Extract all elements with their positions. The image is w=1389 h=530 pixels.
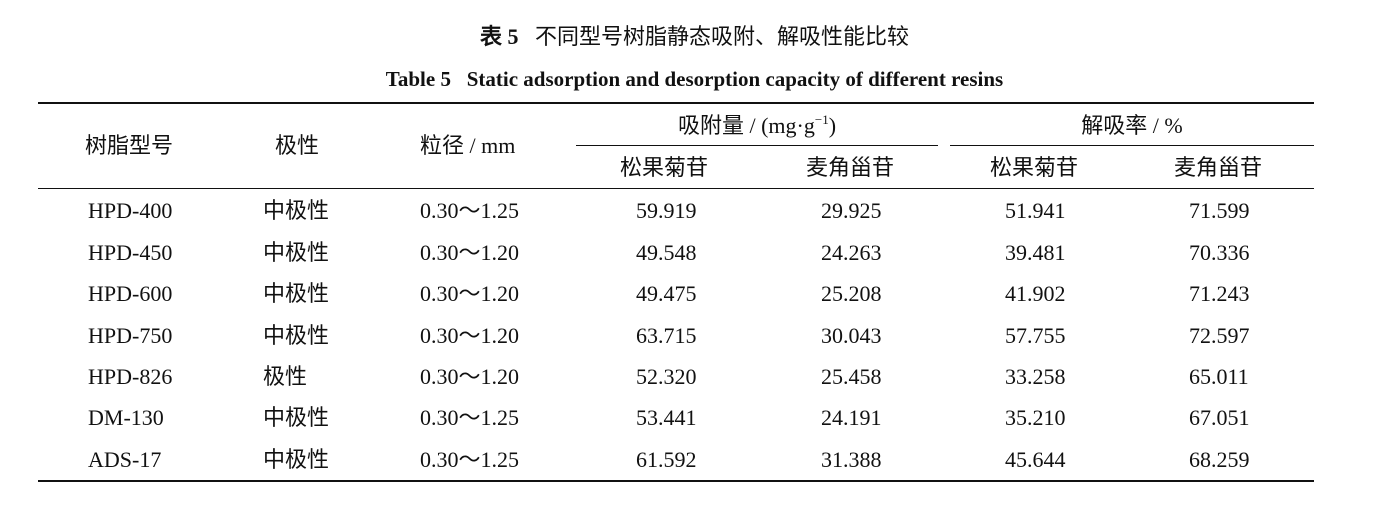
cell-adsorption-acteoside: 25.458	[821, 364, 882, 389]
cell-adsorption-echinacoside: 52.320	[636, 364, 697, 389]
cell-size: 0.30～1.20	[420, 364, 520, 389]
cell-size: 0.30～1.25	[420, 405, 520, 430]
cell-desorption-acteoside: 67.051	[1189, 405, 1250, 430]
cell-desorption-acteoside: 68.259	[1189, 447, 1250, 472]
cell-adsorption-echinacoside: 61.592	[636, 447, 697, 472]
cell-adsorption-echinacoside: 49.548	[636, 240, 697, 265]
cell-polarity: 极性	[263, 364, 308, 389]
cell-desorption-echinacoside: 39.481	[1005, 240, 1066, 265]
cell-model: HPD-600	[88, 281, 173, 306]
cell-model: HPD-750	[88, 323, 173, 348]
cell-size: 0.30～1.25	[420, 198, 520, 223]
cell-adsorption-acteoside: 30.043	[821, 323, 882, 348]
cell-model: ADS-17	[88, 447, 162, 472]
cell-size: 0.30～1.20	[420, 323, 520, 348]
cell-adsorption-acteoside: 29.925	[821, 198, 882, 223]
cell-polarity: 中极性	[263, 281, 330, 306]
cell-desorption-echinacoside: 45.644	[1005, 447, 1066, 472]
cell-desorption-echinacoside: 33.258	[1005, 364, 1066, 389]
cell-model: DM-130	[88, 405, 164, 430]
cell-model: HPD-450	[88, 240, 173, 265]
cell-model: HPD-400	[88, 198, 173, 223]
cell-desorption-echinacoside: 41.902	[1005, 281, 1066, 306]
cell-adsorption-echinacoside: 63.715	[636, 323, 697, 348]
table-caption-zh: 表 5 不同型号树脂静态吸附、解吸性能比较	[0, 22, 1389, 52]
header-adsorption-exp: −1	[814, 112, 829, 127]
table-number-zh: 表 5	[479, 24, 519, 49]
subheader-acteoside-desorption: 麦角甾苷	[1174, 155, 1263, 180]
cell-desorption-echinacoside: 57.755	[1005, 323, 1066, 348]
cell-desorption-acteoside: 70.336	[1189, 240, 1250, 265]
cell-adsorption-acteoside: 25.208	[821, 281, 882, 306]
cell-desorption-echinacoside: 35.210	[1005, 405, 1066, 430]
header-model: 树脂型号	[85, 133, 174, 158]
table-title-zh: 不同型号树脂静态吸附、解吸性能比较	[535, 24, 910, 49]
cell-desorption-acteoside: 71.243	[1189, 281, 1250, 306]
cell-size: 0.30～1.25	[420, 447, 520, 472]
cell-size: 0.30～1.20	[420, 240, 520, 265]
bottom-rule	[38, 480, 1314, 482]
subheader-echinacoside-adsorption: 松果菊苷	[620, 155, 709, 180]
cell-adsorption-echinacoside: 49.475	[636, 281, 697, 306]
table-caption-en: Table 5 Static adsorption and desorption…	[385, 67, 1004, 91]
header-adsorption-suffix: )	[828, 113, 837, 138]
cell-desorption-acteoside: 71.599	[1189, 198, 1250, 223]
cell-desorption-acteoside: 72.597	[1189, 323, 1250, 348]
header-adsorption: 吸附量 / (mg·g−1)	[576, 111, 938, 141]
header-adsorption-prefix: 吸附量 / (mg·g	[677, 113, 815, 138]
cell-adsorption-echinacoside: 59.919	[636, 198, 697, 223]
subheader-echinacoside-desorption: 松果菊苷	[990, 155, 1079, 180]
cell-adsorption-acteoside: 24.191	[821, 405, 882, 430]
desorption-group-rule	[950, 145, 1314, 146]
header-particle-size: 粒径 / mm	[420, 133, 516, 158]
top-rule	[38, 102, 1314, 104]
adsorption-group-rule	[576, 145, 938, 146]
subheader-acteoside-adsorption: 麦角甾苷	[806, 155, 895, 180]
cell-polarity: 中极性	[263, 323, 330, 348]
cell-polarity: 中极性	[263, 405, 330, 430]
cell-model: HPD-826	[88, 364, 173, 389]
cell-desorption-echinacoside: 51.941	[1005, 198, 1066, 223]
cell-polarity: 中极性	[263, 240, 330, 265]
cell-polarity: 中极性	[263, 447, 330, 472]
cell-polarity: 中极性	[263, 198, 330, 223]
cell-size: 0.30～1.20	[420, 281, 520, 306]
cell-desorption-acteoside: 65.011	[1189, 364, 1249, 389]
cell-adsorption-acteoside: 24.263	[821, 240, 882, 265]
header-polarity: 极性	[275, 133, 320, 158]
cell-adsorption-acteoside: 31.388	[821, 447, 882, 472]
header-rule	[38, 188, 1314, 189]
cell-adsorption-echinacoside: 53.441	[636, 405, 697, 430]
header-desorption: 解吸率 / %	[1081, 113, 1183, 138]
